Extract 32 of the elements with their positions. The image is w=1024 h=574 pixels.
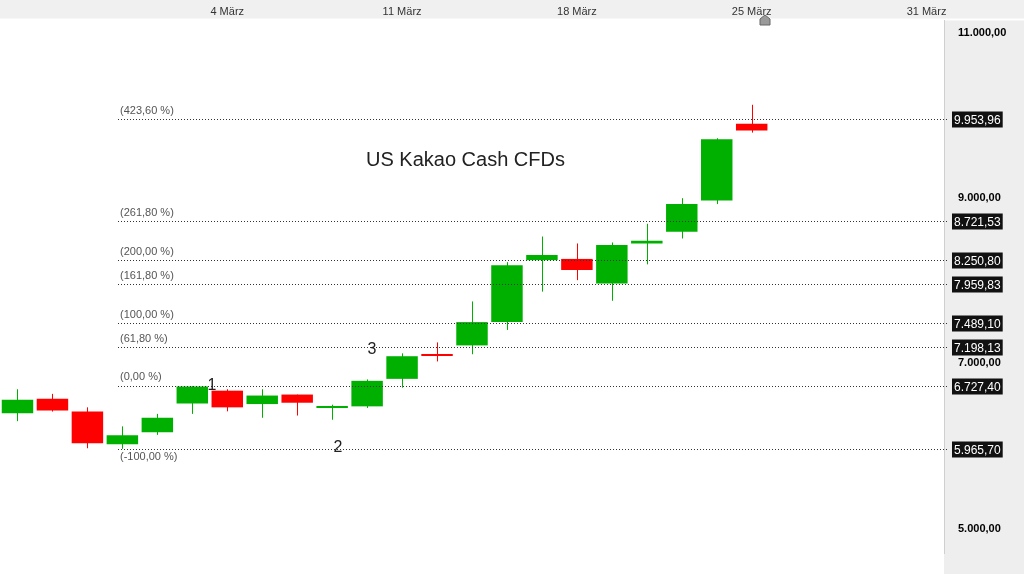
annotation: (261,80 %) — [120, 205, 174, 218]
x-tick-label: 31 März — [906, 5, 947, 18]
ref-line-label: 8.250,80 — [954, 253, 1002, 268]
x-tick-label: 4 März — [210, 5, 245, 18]
candlestick — [526, 236, 558, 293]
annotation: 3 — [367, 340, 377, 358]
annotation: (100,00 %) — [120, 307, 174, 320]
x-tick-label: 25 März — [731, 5, 772, 18]
annotation: (-100,00 %) — [120, 450, 178, 463]
y-tick-label: 5.000,00 — [958, 521, 1001, 534]
ref-line-label: 7.489,10 — [954, 316, 1002, 331]
annotation: (61,80 %) — [120, 331, 168, 344]
y-tick-label: 11.000,00 — [958, 26, 1007, 39]
annotation: US Kakao Cash CFDs — [366, 147, 565, 170]
candlestick — [421, 341, 453, 362]
x-tick-label: 11 März — [382, 5, 422, 18]
annotation: (0,00 %) — [120, 370, 162, 383]
annotation: 2 — [333, 438, 343, 456]
y-tick-label: 9.000,00 — [958, 191, 1001, 204]
ref-line-label: 7.959,83 — [954, 277, 1002, 292]
ref-line-label: 8.721,53 — [954, 214, 1002, 229]
annotation: (161,80 %) — [120, 268, 174, 281]
ref-line-label: 5.965,70 — [954, 442, 1002, 457]
annotation: (423,60 %) — [120, 103, 174, 116]
ref-line-label: 6.727,40 — [954, 379, 1002, 394]
candlestick — [246, 388, 278, 419]
annotation: (200,00 %) — [120, 244, 174, 257]
annotation: 1 — [207, 376, 217, 394]
ref-line-label: 9.953,96 — [954, 112, 1002, 127]
x-tick-label: 18 März — [557, 5, 597, 18]
ref-line-label: 7.198,13 — [954, 340, 1002, 355]
y-tick-label: 7.000,00 — [958, 356, 1001, 369]
